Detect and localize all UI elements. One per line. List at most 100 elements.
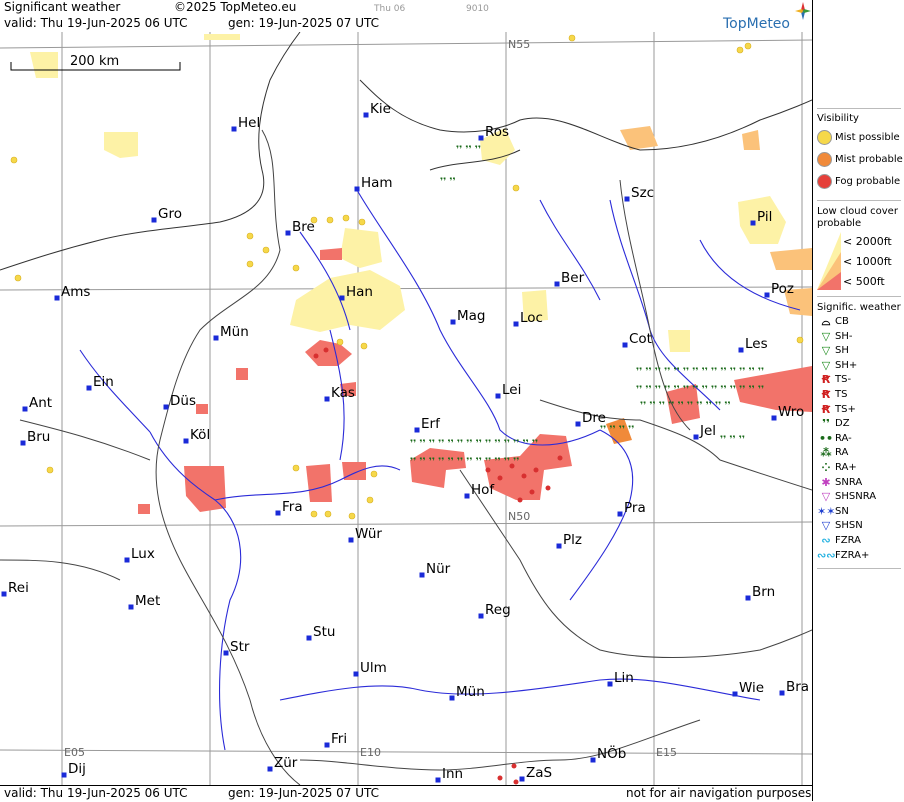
visibility-swatch-icon [817,130,832,145]
city-label: Pra [624,500,646,516]
city-label: Stu [313,624,335,640]
city-dot [464,493,470,499]
city-label: Str [230,639,250,655]
city-marker: Erf [414,416,441,433]
city-label: NÖb [597,744,626,762]
city-label: Ant [29,395,52,411]
city-label: Poz [771,281,794,297]
signif-item: ▽ SH+ [817,359,858,372]
city-dot [575,421,581,427]
freezing-rain-heavy-icon: ∾∾ [817,548,836,562]
city-dot [151,217,157,223]
signif-item: ▽ SH [817,345,849,357]
signif-label: SH [835,345,849,357]
city-dot [732,691,738,697]
city-dot [554,281,560,287]
city-marker: Ant [22,395,52,412]
city-marker: Dre [575,410,606,427]
city-label: Cot [629,331,652,347]
generated-time: gen: 19-Jun-2025 07 UTC [228,16,380,30]
city-marker: Wür [348,526,382,543]
coastline [0,32,812,271]
city-marker: Lei [495,382,521,399]
city-marker: Reg [478,602,511,619]
city-marker: Kas [324,385,355,402]
city-label: Rei [8,580,29,596]
svg-text:❜❜ ❜❜: ❜❜ ❜❜ [440,177,456,187]
city-marker: Han [339,284,373,301]
low-cloud-title-2: probable [817,218,862,229]
signif-label: FZRA+ [835,549,870,561]
weather-map[interactable]: N55 N50 E05 E10 E15 [0,32,812,785]
signif-label: SH+ [835,359,858,371]
visibility-label: Fog probable [835,175,901,187]
visibility-title: Visibility [817,113,859,124]
city-label: Lin [614,670,634,686]
city-label: Düs [170,393,196,409]
city-marker: NÖb [590,744,626,763]
city-label: Kas [331,385,355,401]
signif-title: Signific. weather [817,302,901,313]
city-layer: Kie Hel Ros Ham Szc Gro Bre Pil Ber Ams Han Poz Mag L… [1,101,809,783]
country-borders [0,129,812,785]
shower-snow-icon: ▽ [821,519,831,533]
city-dot [163,404,169,410]
city-marker: Ein [86,374,114,391]
city-marker: Hel [231,115,260,132]
city-marker: Bra [779,679,809,696]
city-dot [1,591,7,597]
city-dot [624,196,630,202]
logo: TopMeteo [723,2,811,32]
cb-icon: ⌓ [821,315,831,328]
city-dot [478,135,484,141]
signif-label: TS- [835,374,852,386]
city-dot [622,342,628,348]
city-dot [348,537,354,543]
footer-generated-time: gen: 19-Jun-2025 07 UTC [228,786,380,800]
chart-title: Significant weather [4,0,121,14]
city-marker: Düs [163,393,196,410]
city-marker: Fra [275,499,303,516]
city-marker: Plz [556,532,582,549]
city-label: Ham [361,175,393,191]
city-label: Hel [238,115,260,131]
rivers [79,189,801,751]
city-dot [213,335,219,341]
visibility-swatch-icon [817,174,832,189]
city-label: Bra [786,679,809,695]
city-label: Gro [158,206,182,222]
city-marker: ZaS [519,765,552,782]
shower-light-icon: ▽ [821,329,831,343]
city-label: Mün [220,324,249,340]
city-label: Brn [752,584,775,600]
city-dot [779,690,785,696]
svg-text:❜❜ ❜❜ ❜❜: ❜❜ ❜❜ ❜❜ [456,145,481,155]
shower-icon: ▽ [821,344,831,358]
city-dot [354,186,360,192]
city-label: Kie [370,101,391,117]
thunder-heavy-icon: Ꞧ [821,402,831,416]
city-marker: Rei [1,580,29,597]
city-label: Zür [274,755,298,771]
legend-divider [817,200,901,201]
city-dot [61,772,67,778]
svg-text:❜❜ ❜❜ ❜❜ ❜❜: ❜❜ ❜❜ ❜❜ ❜❜ [600,425,634,435]
city-marker: Nür [419,561,451,578]
city-marker: Dij [61,761,86,778]
city-marker: Str [223,639,250,656]
drizzle-icon: ❜❜ [822,417,830,431]
city-dot [54,295,60,301]
svg-text:❜❜ ❜❜ ❜❜ ❜❜ ❜❜ ❜❜ ❜❜ ❜❜ ❜❜ ❜❜: ❜❜ ❜❜ ❜❜ ❜❜ ❜❜ ❜❜ ❜❜ ❜❜ ❜❜ ❜❜ ❜❜ ❜❜ ❜❜ ❜… [636,385,764,395]
city-marker: Lin [607,670,634,687]
grid-label-n55: N55 [508,38,530,51]
thunder-light-icon: Ꞧ [821,373,831,387]
city-marker: Met [128,593,160,610]
copyright: ©2025 TopMeteo.eu [174,0,297,14]
city-label: Bru [27,429,50,445]
city-marker: Kie [363,101,391,118]
city-label: Ros [485,124,509,140]
city-dot [450,319,456,325]
logo-text: TopMeteo [723,16,790,32]
signif-item: ⌓ CB [817,316,849,328]
city-label: Dre [582,410,606,426]
